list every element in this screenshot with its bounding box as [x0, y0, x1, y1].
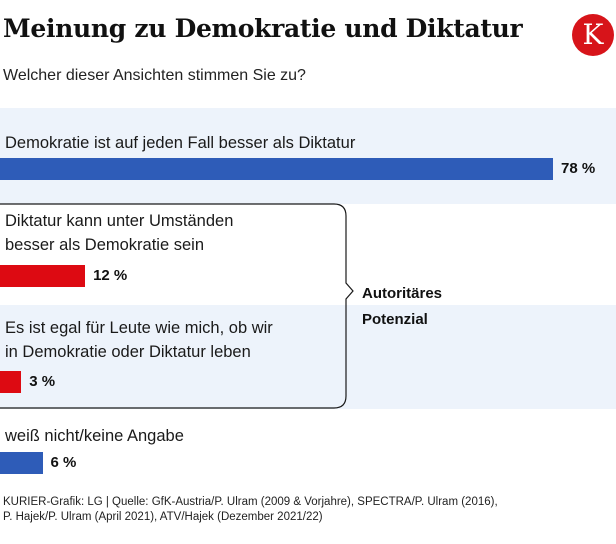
row-band-2: [0, 305, 616, 409]
bar-3: [0, 452, 43, 474]
group-label-line-2: Potenzial: [362, 311, 428, 328]
group-label: Autoritäres Potenzial: [362, 281, 442, 333]
category-label-line: Demokratie ist auf jeden Fall besser als…: [5, 134, 356, 152]
source-line-1: KURIER-Grafik: LG | Quelle: GfK-Austria/…: [3, 496, 498, 508]
chart-title: Meinung zu Demokratie und Diktatur: [3, 14, 523, 43]
value-label-3: 6 %: [50, 454, 77, 471]
source-note: KURIER-Grafik: LG | Quelle: GfK-Austria/…: [3, 495, 498, 525]
category-label-3: weiß nicht/keine Angabe: [5, 424, 184, 448]
group-label-line-1: Autoritäres: [362, 285, 443, 302]
category-label-line: weiß nicht/keine Angabe: [5, 427, 184, 445]
bar-0: [0, 158, 553, 180]
bar-2: [0, 371, 22, 393]
group-bracket-outline: [0, 203, 354, 409]
category-label-line: Es ist egal für Leute wie mich, ob wir: [5, 319, 273, 337]
category-label-2: Es ist egal für Leute wie mich, ob wir in…: [5, 316, 273, 364]
chart-subtitle: Welcher dieser Ansichten stimmen Sie zu?: [3, 67, 306, 84]
row-band-0: [0, 108, 616, 204]
source-line-2: P. Hajek/P. Ulram (April 2021), ATV/Haje…: [3, 511, 323, 523]
value-label-0: 78 %: [561, 160, 596, 177]
value-label-1: 12 %: [93, 267, 128, 284]
category-label-line: in Demokratie oder Diktatur leben: [5, 343, 251, 361]
bar-1: [0, 265, 86, 287]
kurier-logo: K: [572, 14, 614, 56]
category-label-0: Demokratie ist auf jeden Fall besser als…: [5, 131, 355, 155]
category-label-1: Diktatur kann unter Umständen besser als …: [5, 209, 233, 257]
category-label-line: Diktatur kann unter Umständen: [5, 212, 234, 230]
category-label-line: besser als Demokratie sein: [5, 236, 204, 254]
value-label-2: 3 %: [29, 373, 56, 390]
